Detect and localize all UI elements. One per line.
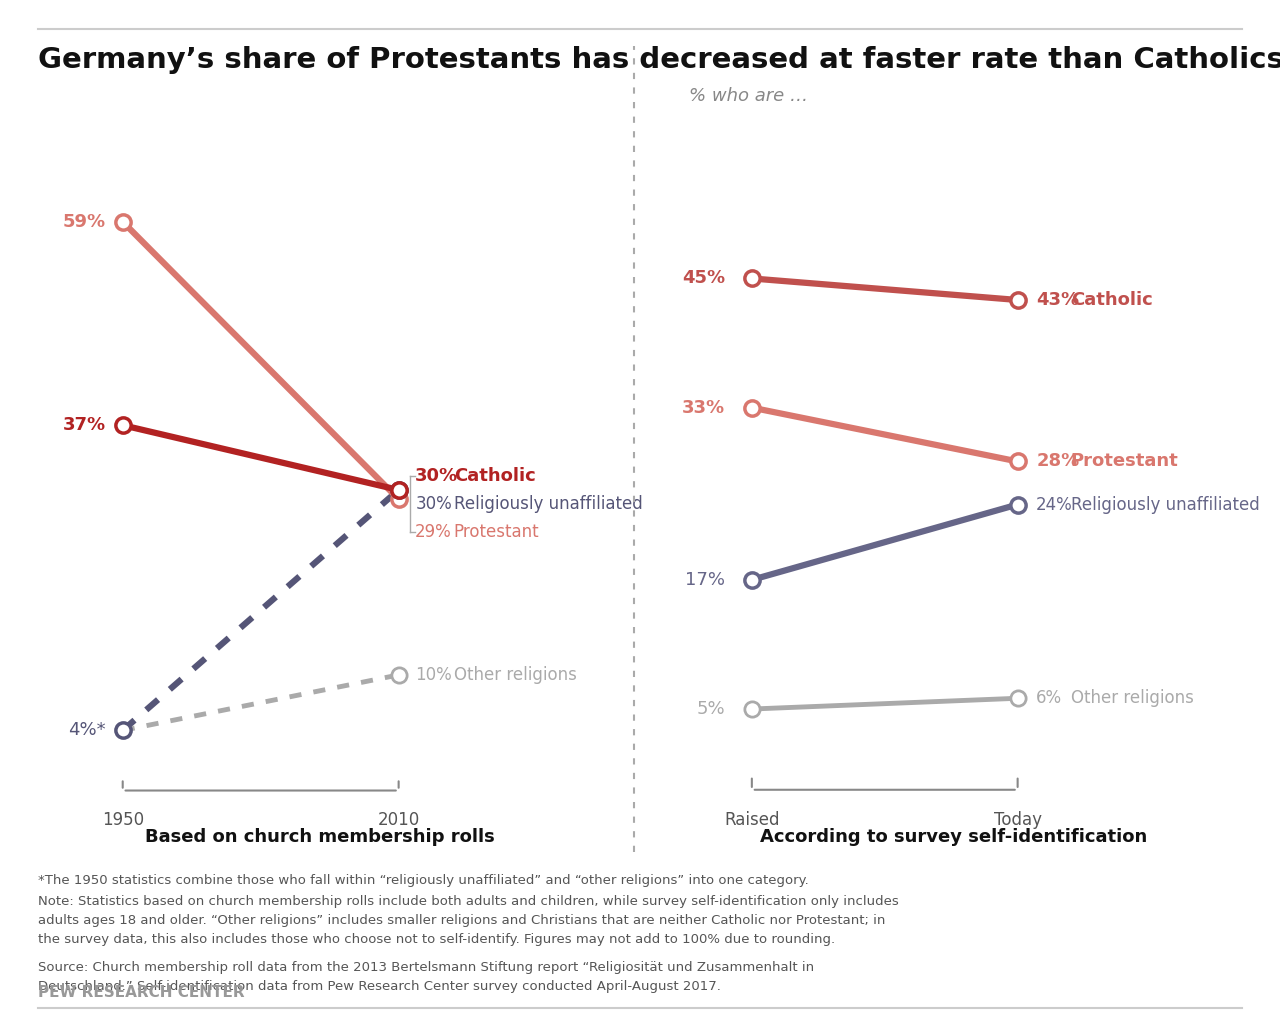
Text: Protestant: Protestant <box>1071 452 1179 471</box>
Text: 17%: 17% <box>685 570 726 589</box>
Text: 43%: 43% <box>1037 291 1079 309</box>
Text: 6%: 6% <box>1037 689 1062 707</box>
Text: According to survey self-identification: According to survey self-identification <box>760 828 1147 846</box>
Text: 30%: 30% <box>415 495 452 513</box>
Text: 30%: 30% <box>415 467 458 485</box>
Text: 28%: 28% <box>1037 452 1079 471</box>
Text: 5%: 5% <box>696 700 726 718</box>
Text: 10%: 10% <box>415 666 452 684</box>
Text: 37%: 37% <box>63 417 106 434</box>
Text: 4%*: 4%* <box>69 721 106 740</box>
Text: Source: Church membership roll data from the 2013 Bertelsmann Stiftung report “R: Source: Church membership roll data from… <box>38 961 814 993</box>
Text: Catholic: Catholic <box>1071 291 1152 309</box>
Text: 24%: 24% <box>1037 496 1073 513</box>
Text: 59%: 59% <box>63 212 106 231</box>
Text: PEW RESEARCH CENTER: PEW RESEARCH CENTER <box>38 985 244 1000</box>
Text: *The 1950 statistics combine those who fall within “religiously unaffiliated” an: *The 1950 statistics combine those who f… <box>38 874 809 887</box>
Text: Religiously unaffiliated: Religiously unaffiliated <box>1071 496 1260 513</box>
Text: % who are …: % who are … <box>690 87 808 106</box>
Text: 33%: 33% <box>682 399 726 417</box>
Text: Other religions: Other religions <box>454 666 577 684</box>
Text: 29%: 29% <box>415 522 452 541</box>
Text: Religiously unaffiliated: Religiously unaffiliated <box>454 495 643 513</box>
Text: 45%: 45% <box>682 270 726 287</box>
Text: Germany’s share of Protestants has decreased at faster rate than Catholics: Germany’s share of Protestants has decre… <box>38 46 1280 74</box>
Text: Protestant: Protestant <box>454 522 539 541</box>
Text: Other religions: Other religions <box>1071 689 1194 707</box>
Text: Catholic: Catholic <box>454 467 535 485</box>
Text: Note: Statistics based on church membership rolls include both adults and childr: Note: Statistics based on church members… <box>38 895 899 946</box>
Text: Based on church membership rolls: Based on church membership rolls <box>145 828 495 846</box>
